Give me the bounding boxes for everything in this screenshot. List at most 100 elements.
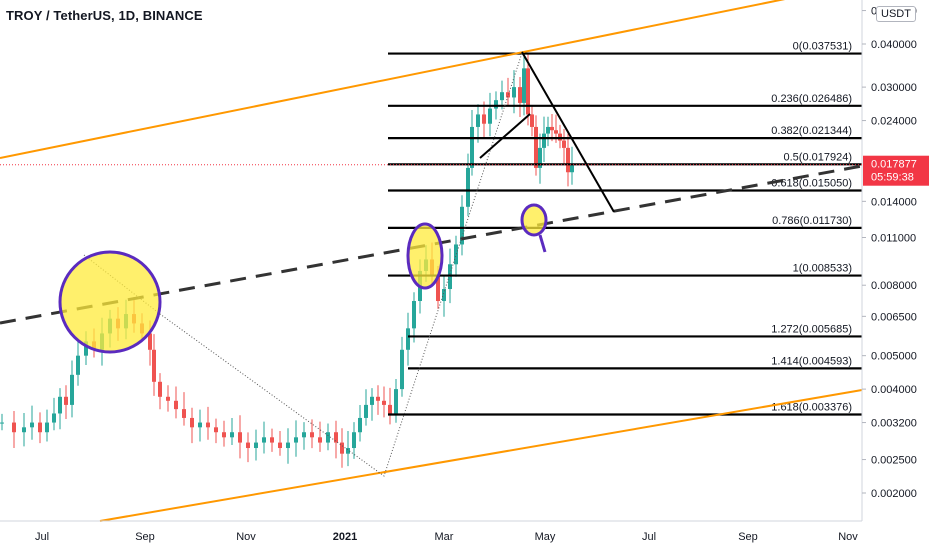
candle-body xyxy=(542,133,546,148)
candle-body xyxy=(12,422,16,433)
channel-upper-line xyxy=(0,0,786,159)
candle-body xyxy=(30,422,34,428)
candle-body xyxy=(570,163,574,173)
price-tick-label: 0.003200 xyxy=(871,418,917,430)
fib-level-label: 1.414(0.004593) xyxy=(771,355,852,367)
price-tick-label: 0.014000 xyxy=(871,196,917,208)
time-tick-label: Mar xyxy=(435,531,454,543)
candle-body xyxy=(376,396,380,401)
candle-body xyxy=(302,432,306,438)
fib-level-label: 0.786(0.011730) xyxy=(772,215,852,227)
candle-body xyxy=(340,442,344,454)
fib-level-label: 1(0.008533) xyxy=(793,263,852,275)
candle-body xyxy=(526,68,530,115)
price-tick-label: 0.005000 xyxy=(871,351,917,363)
fib-level-label: 0(0.037531) xyxy=(793,41,852,53)
candle-body xyxy=(246,442,250,449)
candle-body xyxy=(148,333,152,350)
time-tick-label: 2021 xyxy=(333,531,357,543)
candle-body xyxy=(546,126,550,134)
candle-body xyxy=(530,114,534,127)
candle-body xyxy=(84,341,88,356)
candle-body xyxy=(406,328,410,350)
fib-level-label: 1.618(0.003376) xyxy=(771,402,852,414)
candle-body xyxy=(454,244,458,265)
time-tick-label: Nov xyxy=(838,531,858,543)
candle-body xyxy=(64,396,68,405)
highlight-circle-right xyxy=(520,203,548,237)
candle-body xyxy=(566,147,570,173)
candle-body xyxy=(158,381,162,397)
candle-body xyxy=(476,114,480,127)
candle-body xyxy=(394,389,398,414)
candle-body xyxy=(198,422,202,428)
time-tick-label: Nov xyxy=(236,531,256,543)
candle-body xyxy=(466,167,470,207)
time-tick-label: Sep xyxy=(738,531,758,543)
candle-body xyxy=(334,432,338,443)
price-tick-label: 0.024000 xyxy=(871,116,917,128)
candle-body xyxy=(294,437,298,443)
price-tick-label: 0.011000 xyxy=(871,232,916,244)
candle-body xyxy=(488,108,492,124)
candle-body xyxy=(70,374,74,405)
candle-body xyxy=(522,68,526,103)
candle-body xyxy=(166,396,170,401)
candle-body xyxy=(534,126,538,168)
candle-body xyxy=(470,126,474,168)
fib-level-label: 1.272(0.005685) xyxy=(771,323,852,335)
candle-body xyxy=(500,92,504,101)
candle-body xyxy=(388,404,392,414)
price-tick-label: 0.004000 xyxy=(871,384,917,396)
candle-body xyxy=(518,87,522,103)
highlight-tail xyxy=(538,234,547,253)
price-tick-label: 0.002000 xyxy=(871,488,917,500)
candle-body xyxy=(482,114,486,124)
candle-body xyxy=(442,289,446,302)
candle-body xyxy=(494,100,498,109)
candle-body xyxy=(0,422,4,424)
candle-body xyxy=(222,432,226,438)
candle-body xyxy=(262,437,266,443)
candle-body xyxy=(358,417,362,433)
candle-body xyxy=(182,409,186,418)
highlight-circle-left xyxy=(58,250,162,354)
candle-body xyxy=(400,349,404,390)
price-tick-label: 0.008000 xyxy=(871,280,917,292)
candle-body xyxy=(230,432,234,438)
candle-body xyxy=(174,400,178,410)
time-tick-label: May xyxy=(535,531,556,543)
dashed-trendline xyxy=(0,164,863,325)
time-tick-label: Jul xyxy=(35,531,49,543)
time-tick-label: Jul xyxy=(642,531,656,543)
candle-body xyxy=(76,355,80,375)
candle-body xyxy=(278,442,282,449)
fib-level-label: 0.236(0.026486) xyxy=(771,93,852,105)
candle-body xyxy=(550,126,554,131)
time-tick-label: Sep xyxy=(135,531,155,543)
price-tick-label: 0.030000 xyxy=(871,82,917,94)
candle-body xyxy=(352,432,356,449)
candle-body xyxy=(370,396,374,405)
candle-body xyxy=(22,427,26,433)
countdown-label: 05:59:38 xyxy=(871,172,914,184)
candle-body xyxy=(286,442,290,449)
candle-body xyxy=(38,422,42,433)
candle-body xyxy=(190,417,194,428)
candle-body xyxy=(214,427,218,433)
currency-badge[interactable]: USDT xyxy=(876,6,916,22)
candle-body xyxy=(52,413,56,423)
solid-short-line xyxy=(479,113,531,159)
candle-body xyxy=(512,87,516,98)
candle-body xyxy=(364,404,368,418)
candle-body xyxy=(318,437,322,443)
candle-body xyxy=(346,448,350,454)
candle-body xyxy=(270,437,274,443)
fib-level-label: 0.618(0.015050) xyxy=(771,178,852,190)
candle-body xyxy=(152,349,156,382)
candle-body xyxy=(412,301,416,329)
candle-body xyxy=(326,432,330,443)
chart-title: TROY / TetherUS, 1D, BINANCE xyxy=(6,8,203,23)
